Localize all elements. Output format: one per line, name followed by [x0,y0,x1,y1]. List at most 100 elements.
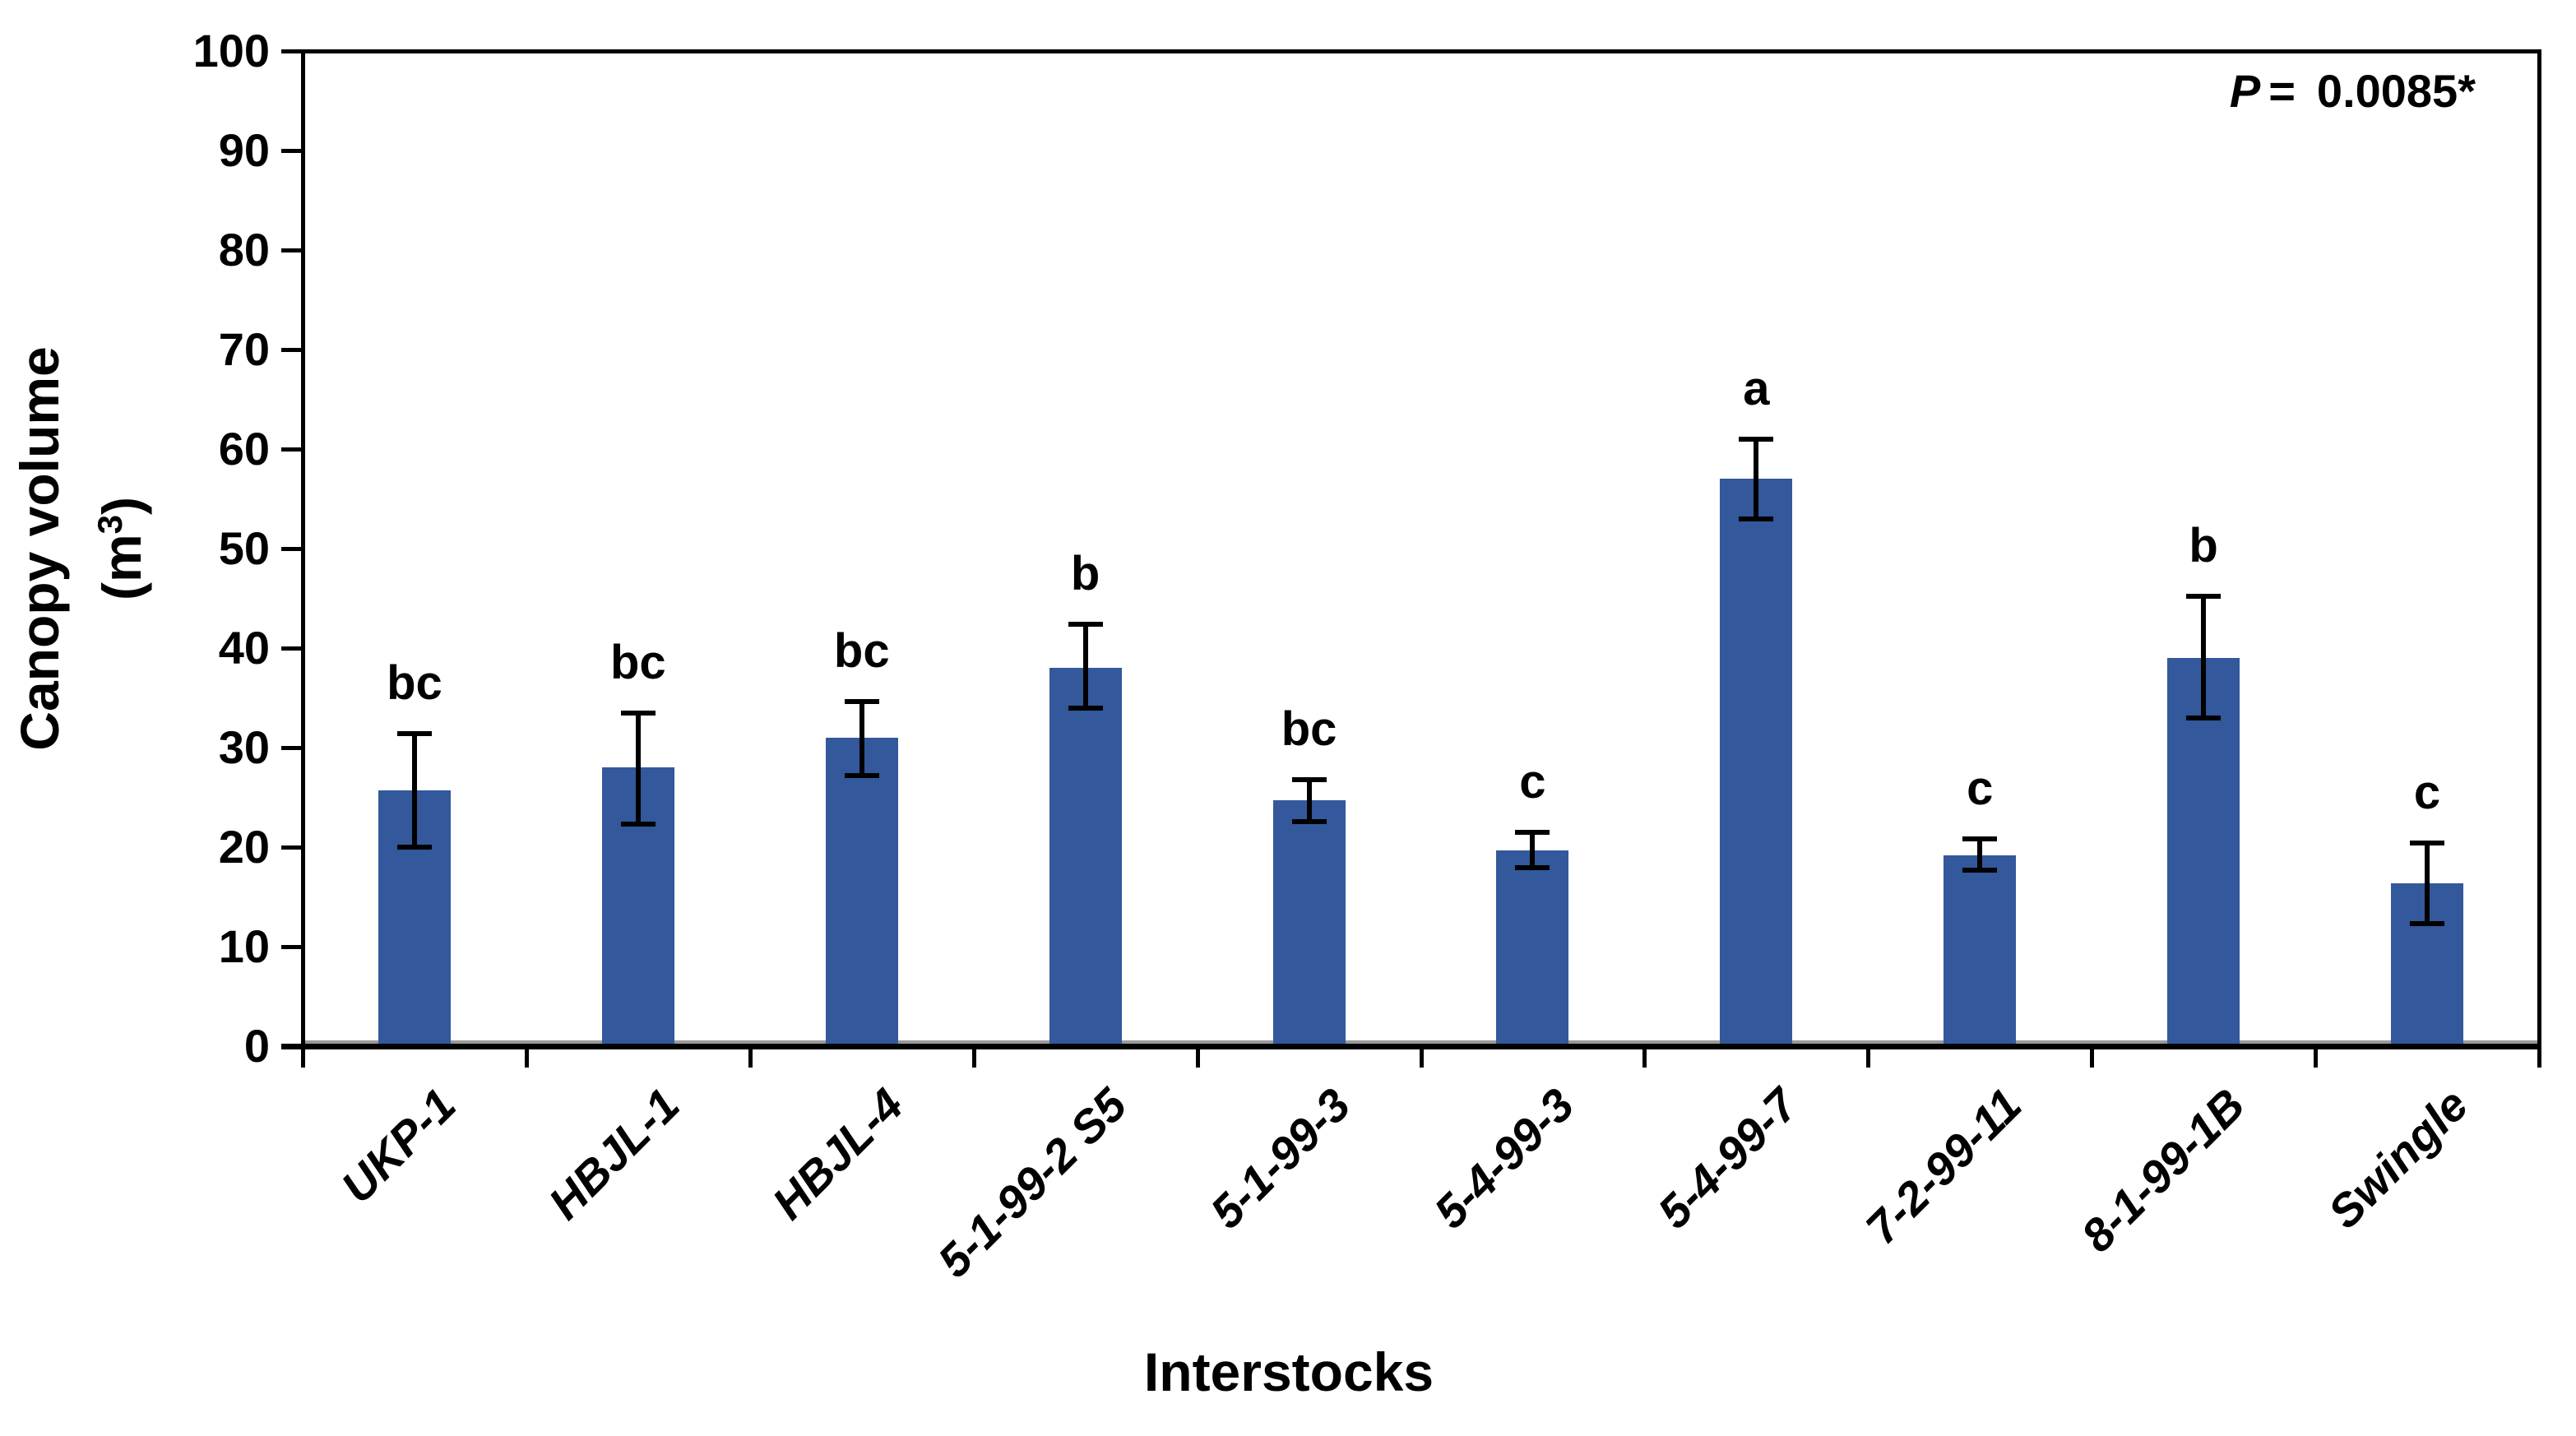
error-bar-cap-bottom [1291,818,1327,824]
error-bar-cap-top [844,699,879,705]
y-axis-tick-label: 40 [218,622,270,674]
error-bar-cap-top [396,731,432,737]
x-axis-category-label: HBJL-1 [538,1078,689,1230]
y-axis-tick [281,646,303,651]
error-bar-line [411,734,417,847]
error-bar-cap-bottom [1068,705,1103,711]
significance-letter: a [1743,361,1770,415]
x-axis-tick [748,1046,753,1068]
significance-letter: c [2413,766,2441,820]
error-bar-line [1306,779,1312,822]
y-axis-tick [281,945,303,949]
y-axis-title-line2: (m3) [90,497,152,601]
error-bar-cap-bottom [2186,715,2222,720]
error-bar-cap-bottom [1739,516,1774,521]
bar [1049,668,1122,1046]
significance-letter: bc [833,624,890,679]
x-axis-category-label: UKP-1 [331,1078,466,1213]
x-axis-category-label: HBJL-4 [762,1078,913,1230]
x-axis-tick [2314,1046,2319,1068]
y-axis-tick [281,149,303,153]
x-axis-tick [1195,1046,1200,1068]
error-bar-cap-top [1962,836,1998,842]
plot-top-border [281,49,2541,53]
x-axis-category-label: 7-2-99-11 [1855,1078,2032,1254]
y-axis-title: Canopy volume (m3) [1,252,160,845]
y-axis-tick-label: 0 [243,1020,270,1072]
x-axis-tick [971,1046,976,1068]
y-axis-tick [281,248,303,252]
error-bar-cap-bottom [620,822,656,827]
error-bar-line [1082,623,1088,708]
x-axis-category-label: Swingle [2318,1078,2478,1239]
x-axis-shadow-line [303,1040,2539,1044]
p-symbol: P [2229,65,2261,117]
error-bar-cap-bottom [2410,921,2445,927]
x-axis-line [281,1044,2541,1049]
error-bar-cap-top [620,710,656,716]
error-bar-cap-top [1291,776,1327,782]
error-bar-line [2425,843,2430,924]
error-bar-cap-top [1739,436,1774,442]
significance-letter: c [1967,762,1994,816]
error-bar-cap-bottom [396,845,432,850]
bar [2167,658,2240,1046]
x-axis-category-label: 8-1-99-1B [2071,1078,2254,1262]
y-axis-tick-label: 80 [218,224,270,276]
error-bar-cap-bottom [1515,865,1550,871]
significance-letter: b [1070,546,1100,600]
error-bar-cap-top [1068,621,1103,627]
error-bar-line [1977,839,1983,870]
error-bar-cap-top [2186,594,2222,600]
bar [1720,479,1793,1046]
x-axis-tick [2090,1046,2095,1068]
plot-right-border [2537,51,2541,1068]
y-axis-tick-label: 90 [218,124,270,176]
x-axis-category-label: 5-1-99-2 S5 [927,1078,1137,1287]
significance-letter: bc [387,656,442,711]
x-axis-tick [301,1046,305,1068]
x-axis-tick [1866,1046,1871,1068]
p-value-annotation: P = 0.0085* [2230,64,2476,118]
error-bar-cap-bottom [1962,867,1998,873]
error-bar-line [1754,438,1759,519]
error-bar-line [635,712,641,825]
y-axis-tick-label: 60 [218,423,270,475]
significance-letter: bc [1281,702,1337,756]
y-axis-line [301,51,305,1046]
error-bar-line [1530,831,1536,869]
x-axis-category-label: 5-4-99-3 [1424,1078,1584,1239]
error-bar-line [859,702,864,776]
significance-letter: b [2189,519,2218,573]
y-axis-tick [281,348,303,352]
y-axis-tick [281,845,303,850]
bar [1944,855,2017,1046]
bar [825,737,898,1046]
p-equals-sign: = [2268,65,2296,117]
y-axis-unit-superscript: 3 [90,514,129,535]
significance-letter: c [1519,754,1546,808]
y-axis-tick-label: 100 [192,25,270,76]
y-axis-title-line1: Canopy volume [9,346,70,751]
y-axis-tick-label: 10 [218,920,270,972]
y-axis-tick [281,447,303,452]
bar [1496,850,1569,1046]
y-axis-tick [281,746,303,750]
x-axis-tick [524,1046,529,1068]
error-bar-cap-top [1515,829,1550,835]
x-axis-title: Interstocks [1143,1341,1434,1402]
error-bar-cap-top [2410,841,2445,846]
y-axis-tick-label: 20 [218,821,270,873]
error-bar-line [2201,596,2207,718]
x-axis-tick [1642,1046,1647,1068]
bar [1272,800,1346,1046]
p-value: 0.0085* [2316,65,2476,117]
y-axis-tick-label: 50 [218,522,270,574]
significance-letter: bc [610,635,666,689]
y-axis-tick-label: 30 [218,721,270,773]
x-axis-category-label: 5-1-99-3 [1200,1078,1360,1239]
error-bar-cap-bottom [844,772,879,778]
x-axis-tick [1419,1046,1424,1068]
